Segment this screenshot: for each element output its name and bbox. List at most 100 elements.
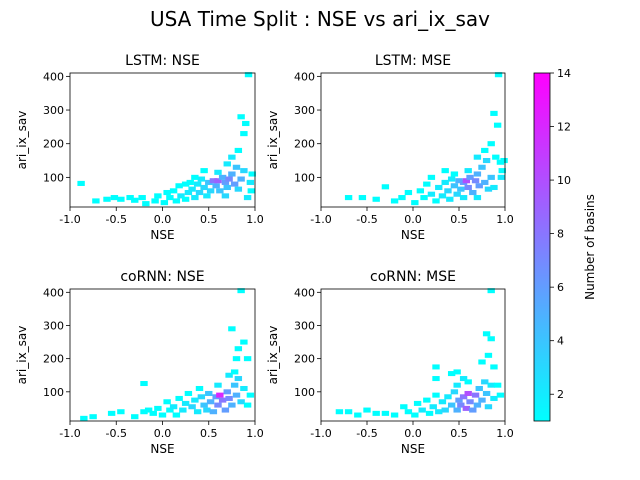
heatmap-cell xyxy=(246,179,255,185)
heatmap-cell xyxy=(478,164,486,170)
heatmap-cell xyxy=(444,394,452,400)
heatmap-cell xyxy=(221,179,230,185)
heatmap-cell xyxy=(181,196,190,202)
heatmap-cell xyxy=(184,390,193,396)
heatmap-cell xyxy=(354,412,362,418)
heatmap-cell xyxy=(221,193,230,199)
heatmap-cell xyxy=(372,410,380,416)
x-axis-label: NSE xyxy=(401,228,425,242)
heatmap-cell xyxy=(243,195,252,201)
heatmap-cell xyxy=(223,161,231,167)
heatmap-cell xyxy=(228,171,236,177)
plot-area xyxy=(321,289,505,421)
heatmap-cell xyxy=(212,183,220,189)
heatmap-cell xyxy=(427,191,436,197)
heatmap-cell xyxy=(195,385,204,392)
heatmap-cell xyxy=(475,183,483,189)
heatmap-cell xyxy=(242,120,250,127)
colorbar-bar xyxy=(533,72,551,422)
y-tick-label: 400 xyxy=(43,286,64,299)
heatmap-cell xyxy=(214,169,222,175)
y-tick-label: 100 xyxy=(43,386,64,399)
heatmap-cell xyxy=(482,331,491,337)
heatmap-cell xyxy=(203,407,211,413)
heatmap-cell xyxy=(181,181,190,187)
heatmap-cell xyxy=(188,404,196,410)
heatmap-cell xyxy=(471,392,480,398)
heatmap-cell xyxy=(140,409,148,415)
heatmap-cell xyxy=(179,407,187,413)
x-axis-label: NSE xyxy=(401,442,425,456)
y-tick-label: 300 xyxy=(294,104,315,117)
heatmap-cell xyxy=(490,184,498,191)
heatmap-cell xyxy=(237,399,245,405)
heatmap-cell xyxy=(240,168,248,174)
y-axis-label: ari_ix_sav xyxy=(15,111,29,170)
heatmap-cell xyxy=(464,390,472,396)
colorbar-tick-label: 4 xyxy=(557,335,564,348)
heatmap-cell xyxy=(453,407,461,413)
heatmap-cell xyxy=(429,404,437,410)
heatmap-cell xyxy=(487,336,495,342)
heatmap-cell xyxy=(225,395,233,401)
heatmap-cell xyxy=(197,394,206,400)
y-tick-label: 200 xyxy=(294,138,315,151)
heatmap-cell xyxy=(214,382,222,388)
heatmap-cell xyxy=(481,179,489,185)
panel-title-lstm-nse: LSTM: NSE xyxy=(125,53,200,69)
heatmap-cell xyxy=(500,157,508,164)
heatmap-cell xyxy=(188,186,196,192)
heatmap-cell xyxy=(218,397,227,403)
heatmap-cell xyxy=(140,381,148,387)
heatmap-cell xyxy=(110,195,119,201)
colorbar-ticks: 2 4 6 8 10 12 14 xyxy=(550,67,571,401)
heatmap-cell xyxy=(234,147,243,153)
heatmap-cell xyxy=(441,168,449,174)
heatmap-cell xyxy=(435,409,443,415)
heatmap-cell xyxy=(181,400,190,406)
heatmap-cell xyxy=(490,110,498,116)
panel-lstm-mse: -1.0 -0.5 0.0 0.5 1.0 100 200 300 400 LSTM: MSE NS… xyxy=(266,53,514,242)
heatmap-cell xyxy=(230,382,239,388)
heatmap-cell xyxy=(221,407,230,413)
heatmap-cell xyxy=(209,178,218,184)
heatmap-cell xyxy=(498,168,506,174)
heatmap-cell xyxy=(234,186,243,192)
heatmap-cell xyxy=(197,176,206,182)
heatmap-cell xyxy=(138,195,146,201)
heatmap-cell xyxy=(459,394,468,400)
heatmap-cell xyxy=(244,72,253,78)
y-tick-label: 100 xyxy=(294,171,315,184)
heatmap-cell xyxy=(478,359,486,365)
heatmap-cell xyxy=(497,174,505,180)
heatmap-cell xyxy=(191,195,199,201)
heatmap-cell xyxy=(225,372,233,378)
heatmap-cell xyxy=(344,195,353,201)
x-axis-label: NSE xyxy=(150,228,174,242)
x-tick-label: 0.5 xyxy=(200,213,218,226)
heatmap-cell xyxy=(232,164,241,170)
heatmap-cell xyxy=(466,399,474,405)
heatmap-cell xyxy=(228,326,236,332)
heatmap-cell xyxy=(363,407,371,413)
x-tick-label: 1.0 xyxy=(246,427,264,440)
y-axis-label: ari_ix_sav xyxy=(15,326,29,385)
heatmap-cell xyxy=(464,168,472,174)
heatmap-cell xyxy=(390,412,399,418)
heatmap-cell xyxy=(490,364,498,370)
heatmap-cell xyxy=(466,174,474,180)
heatmap-cell xyxy=(478,397,486,403)
heatmap-cell xyxy=(225,176,233,182)
x-tick-label: 0.5 xyxy=(450,213,468,226)
x-tick-label: -1.0 xyxy=(310,427,331,440)
heatmap-cell xyxy=(390,198,399,204)
heatmap-cell xyxy=(247,188,255,194)
heatmap-cell xyxy=(89,414,97,420)
heatmap-cell xyxy=(191,397,199,403)
heatmap-cell xyxy=(223,389,231,395)
y-axis-label: ari_ix_sav xyxy=(266,111,280,170)
heatmap-cell xyxy=(484,404,493,410)
heatmap-cell xyxy=(77,180,85,186)
colorbar-tick-label: 14 xyxy=(557,67,571,80)
